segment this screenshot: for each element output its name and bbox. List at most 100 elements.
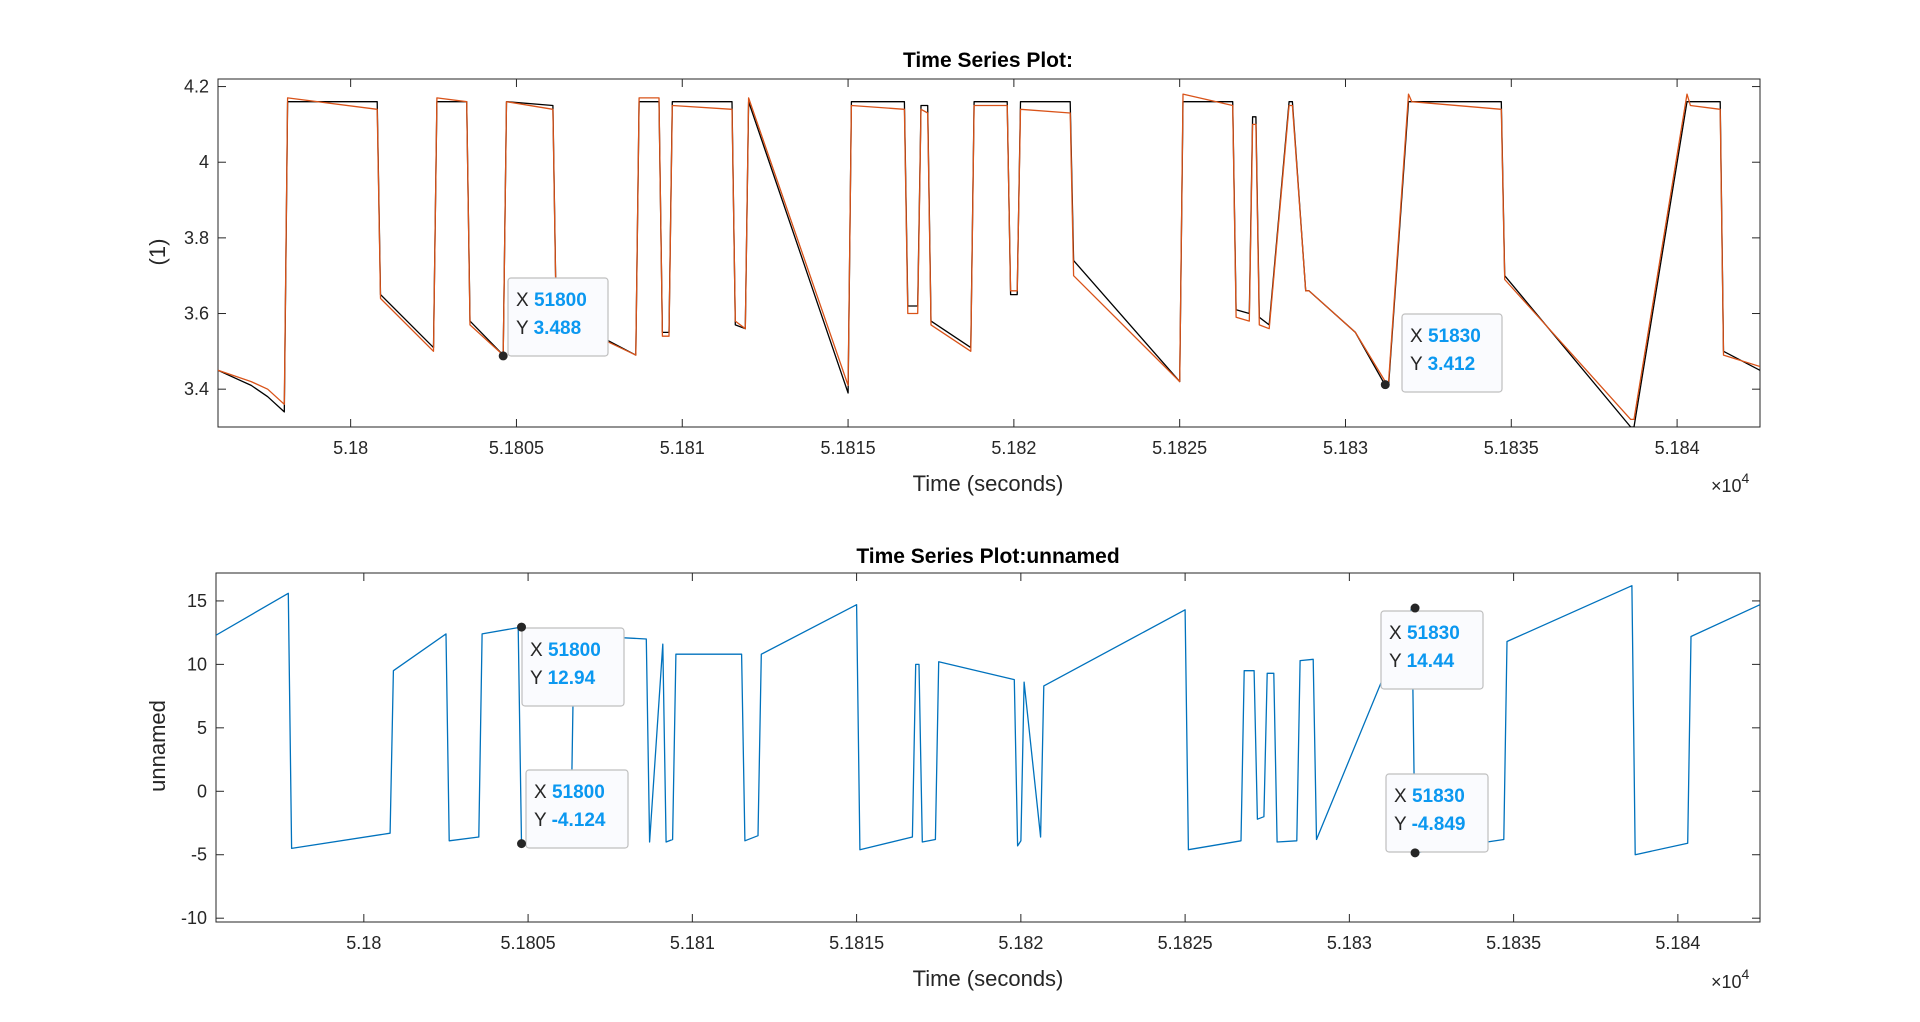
top-plot-datatip-marker[interactable]: [498, 351, 508, 361]
bottom-plot-series-group: [216, 585, 1760, 856]
top-plot-datatip-x-value: 51800: [534, 290, 587, 311]
top-plot-xtick-label: 5.183: [1323, 438, 1368, 458]
bottom-plot-title: Time Series Plot:unnamed: [856, 545, 1119, 568]
bottom-plot-datatip-x-row: X 51830: [1394, 786, 1465, 807]
bottom-plot-datatip-y-row: Y 14.44: [1389, 651, 1455, 672]
bottom-plot-datatip-y-row: Y -4.849: [1394, 814, 1465, 835]
top-plot-xtick-label: 5.181: [660, 438, 705, 458]
top-plot-x-exponent: ×104: [1711, 470, 1750, 496]
bottom-plot-datatip-box: [521, 627, 625, 707]
top-plot-xtick-label: 5.182: [991, 438, 1036, 458]
bottom-plot-ytick-label: 10: [187, 654, 207, 674]
bottom-plot-ytick-label: -5: [191, 845, 207, 865]
top-plot-ylabel: (1): [145, 239, 170, 266]
bottom-plot-datatip-x-value: 51830: [1407, 623, 1460, 644]
bottom-plot-datatip-marker[interactable]: [517, 622, 527, 632]
bottom-plot-datatip-x-row: X 51800: [534, 782, 605, 803]
bottom-plot-datatip-y-key: Y: [1389, 651, 1407, 672]
bottom-plot-xtick-label: 5.1825: [1158, 933, 1213, 953]
bottom-plot-datatip-y-key: Y: [1394, 814, 1412, 835]
top-plot-ytick-label: 3.6: [184, 304, 209, 324]
bottom-plot-datatip-y-value: -4.849: [1412, 814, 1466, 835]
top-plot-datatip-box: [507, 277, 609, 357]
bottom-plot-datatip-y-key: Y: [530, 668, 548, 689]
bottom-plot-datatip-x-row: X 51830: [1389, 623, 1460, 644]
top-plot[interactable]: Time Series Plot: Time (seconds) (1) ×10…: [145, 49, 1761, 496]
bottom-plot-datatip-x-row: X 51800: [530, 640, 601, 661]
top-plot-xtick-label: 5.184: [1655, 438, 1700, 458]
bottom-plot-xtick-label: 5.183: [1327, 933, 1372, 953]
top-plot-datatip-y-key: Y: [516, 318, 534, 339]
top-plot-datatip-y-key: Y: [1410, 354, 1428, 375]
bottom-plot-ytick-label: 15: [187, 591, 207, 611]
bottom-plot-datatip-y-row: Y 12.94: [530, 668, 596, 689]
top-plot-datatip-x-row: X 51800: [516, 290, 587, 311]
bottom-plot-ytick-label: -10: [181, 908, 207, 928]
bottom-plot-x-exponent-power: 4: [1742, 966, 1750, 982]
top-plot-ytick-label: 3.4: [184, 379, 209, 399]
bottom-plot-xtick-label: 5.182: [998, 933, 1043, 953]
top-plot-datatip-y-value: 3.488: [534, 318, 582, 339]
bottom-plot-xtick-label: 5.1835: [1486, 933, 1541, 953]
bottom-plot-xtick-label: 5.181: [670, 933, 715, 953]
top-plot-datatip-y-value: 3.412: [1428, 354, 1476, 375]
bottom-plot-ytick-label: 5: [197, 718, 207, 738]
bottom-plot-datatip-box: [1380, 610, 1484, 690]
top-plot-xtick-label: 5.1825: [1152, 438, 1207, 458]
bottom-plot-datatip-y-row: Y -4.124: [534, 810, 606, 831]
top-plot-xtick-label: 5.1815: [821, 438, 876, 458]
bottom-plot-datatip-y-value: 14.44: [1407, 651, 1455, 672]
bottom-plot-datatip-x-key: X: [534, 782, 552, 803]
bottom-plot-datatip-x-key: X: [1389, 623, 1407, 644]
top-plot-x-exponent-base: ×10: [1711, 476, 1742, 496]
bottom-plot-datatip-x-value: 51830: [1412, 786, 1465, 807]
bottom-plot-datatip-box: [525, 769, 629, 849]
bottom-plot-datatip-marker[interactable]: [1410, 603, 1420, 613]
bottom-plot-datatip-marker[interactable]: [1410, 848, 1420, 858]
bottom-plot-datatip-x-value: 51800: [552, 782, 605, 803]
bottom-plot-x-exponent-base: ×10: [1711, 972, 1742, 992]
bottom-plot-axes: [215, 572, 1761, 923]
top-plot-xtick-label: 5.18: [333, 438, 368, 458]
bottom-plot[interactable]: Time Series Plot:unnamed Time (seconds) …: [145, 545, 1761, 992]
top-plot-ytick-label: 4: [199, 152, 209, 172]
top-plot-ytick-label: 4.2: [184, 77, 209, 97]
bottom-plot-datatip-y-value: -4.124: [552, 810, 606, 831]
bottom-plot-datatip-y-key: Y: [534, 810, 552, 831]
top-plot-datatip-box: [1401, 313, 1503, 393]
top-plot-datatip-x-key: X: [516, 290, 534, 311]
top-plot-datatip-x-key: X: [1410, 326, 1428, 347]
bottom-plot-xtick-label: 5.184: [1655, 933, 1700, 953]
top-plot-xtick-label: 5.1835: [1484, 438, 1539, 458]
bottom-plot-ylabel: unnamed: [145, 700, 170, 792]
top-plot-x-exponent-power: 4: [1742, 470, 1750, 486]
bottom-plot-x-exponent: ×104: [1711, 966, 1750, 992]
bottom-plot-ytick-label: 0: [197, 781, 207, 801]
top-plot-axes: [217, 78, 1761, 428]
top-plot-datatip-y-row: Y 3.412: [1410, 354, 1475, 375]
bottom-plot-datatip-marker[interactable]: [517, 839, 527, 849]
bottom-plot-datatip-x-key: X: [1394, 786, 1412, 807]
bottom-plot-xtick-label: 5.1805: [501, 933, 556, 953]
bottom-plot-xtick-label: 5.18: [346, 933, 381, 953]
bottom-plot-datatip[interactable]: X 51800 Y 12.94: [517, 622, 625, 707]
top-plot-ytick-label: 3.8: [184, 228, 209, 248]
top-plot-datatip-x-row: X 51830: [1410, 326, 1481, 347]
bottom-plot-datatip-y-value: 12.94: [548, 668, 596, 689]
top-plot-xtick-label: 5.1805: [489, 438, 544, 458]
top-plot-datatip-y-row: Y 3.488: [516, 318, 581, 339]
bottom-plot-datatip-x-key: X: [530, 640, 548, 661]
bottom-plot-datatip-box: [1385, 773, 1489, 853]
top-plot-datatip-x-value: 51830: [1428, 326, 1481, 347]
top-plot-xlabel: Time (seconds): [913, 471, 1064, 496]
bottom-plot-xtick-label: 5.1815: [829, 933, 884, 953]
bottom-plot-xlabel: Time (seconds): [913, 966, 1064, 991]
top-plot-title: Time Series Plot:: [903, 49, 1073, 72]
top-plot-datatip-marker[interactable]: [1380, 380, 1390, 390]
